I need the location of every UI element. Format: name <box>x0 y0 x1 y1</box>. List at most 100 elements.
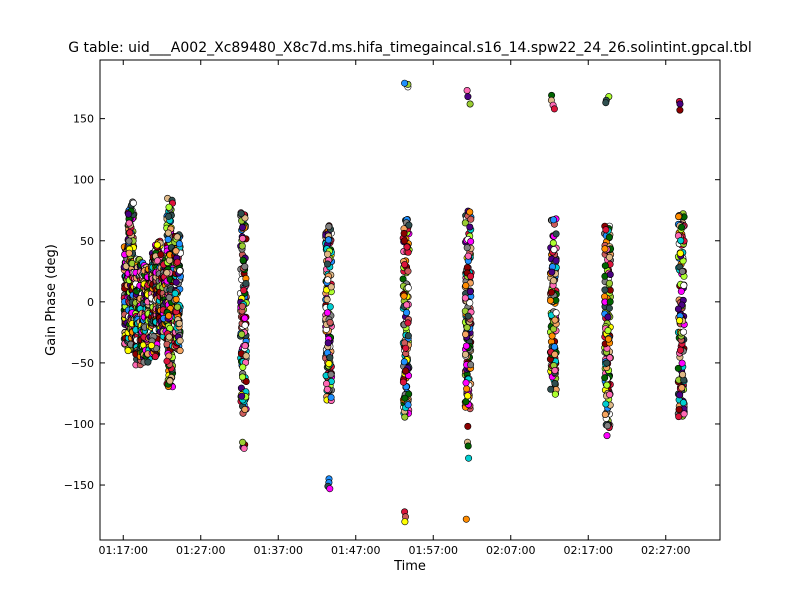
data-point <box>164 236 172 244</box>
data-point <box>125 210 133 218</box>
data-point <box>464 422 472 430</box>
data-point <box>551 350 559 358</box>
data-point <box>603 422 611 430</box>
data-point <box>676 346 684 354</box>
data-point <box>552 257 560 265</box>
data-point <box>323 309 331 317</box>
data-point <box>676 391 684 399</box>
y-tick-label: −100 <box>64 418 94 431</box>
data-point <box>548 268 556 276</box>
data-point <box>238 392 246 400</box>
data-point <box>464 252 472 260</box>
data-point <box>172 295 180 303</box>
data-point <box>326 318 334 326</box>
data-point <box>403 309 411 317</box>
data-point <box>404 401 412 409</box>
data-point <box>461 219 469 227</box>
data-point <box>605 279 613 287</box>
y-tick-label: 150 <box>73 113 94 126</box>
data-point <box>546 297 554 305</box>
data-point <box>238 330 246 338</box>
data-point <box>240 286 248 294</box>
data-point <box>549 239 557 247</box>
data-point <box>678 384 686 392</box>
data-point <box>550 105 558 113</box>
data-point <box>405 221 413 229</box>
data-point <box>239 235 247 243</box>
data-point <box>675 213 683 221</box>
data-point <box>679 371 687 379</box>
data-point <box>404 332 412 340</box>
data-point <box>323 295 331 303</box>
data-point <box>551 316 559 324</box>
x-tick-label: 01:37:00 <box>254 544 303 557</box>
data-point <box>603 359 611 367</box>
data-point <box>172 278 180 286</box>
data-point <box>125 219 133 227</box>
data-point <box>165 203 173 211</box>
data-point <box>165 333 173 341</box>
data-point <box>551 379 559 387</box>
data-point <box>550 343 558 351</box>
data-point <box>465 454 473 462</box>
data-point <box>173 233 181 241</box>
data-point <box>240 444 248 452</box>
data-point <box>242 279 250 287</box>
data-point <box>148 341 156 349</box>
data-point <box>606 298 614 306</box>
data-point <box>467 361 475 369</box>
data-point <box>327 283 335 291</box>
data-point <box>401 518 409 526</box>
data-point <box>165 293 173 301</box>
data-point <box>176 267 184 275</box>
data-point <box>604 335 612 343</box>
data-point <box>462 379 470 387</box>
data-point <box>242 377 250 385</box>
data-point <box>551 390 559 398</box>
plot-frame <box>99 59 721 541</box>
data-point <box>463 87 471 95</box>
data-point <box>241 263 249 271</box>
data-point <box>606 354 614 362</box>
x-tick-label: 01:47:00 <box>331 544 380 557</box>
x-axis-label: Time <box>393 559 426 574</box>
data-point <box>401 261 409 269</box>
data-point <box>603 381 611 389</box>
data-point <box>550 277 558 285</box>
data-point <box>674 305 682 313</box>
data-point <box>326 485 334 493</box>
data-point <box>677 287 685 295</box>
data-point <box>466 288 474 296</box>
data-point <box>171 289 179 297</box>
data-point <box>324 276 332 284</box>
data-point <box>125 237 133 245</box>
data-point <box>463 385 471 393</box>
data-point <box>241 321 249 329</box>
data-point <box>173 258 181 266</box>
data-point <box>601 245 609 253</box>
x-tick-label: 02:27:00 <box>641 544 690 557</box>
data-point <box>674 364 682 372</box>
data-point <box>163 269 171 277</box>
data-point <box>325 223 333 231</box>
data-point <box>550 246 558 254</box>
data-point <box>241 214 249 222</box>
data-point <box>403 301 411 309</box>
data-point <box>157 251 165 259</box>
data-point <box>601 374 609 382</box>
data-point <box>241 342 249 350</box>
x-tick-label: 01:27:00 <box>176 544 225 557</box>
data-point <box>175 240 183 248</box>
data-point <box>679 328 687 336</box>
data-point <box>239 256 247 264</box>
data-point <box>176 347 184 355</box>
data-point <box>165 312 173 320</box>
data-point <box>603 432 611 440</box>
data-point <box>606 270 614 278</box>
data-point <box>602 99 610 107</box>
data-point <box>601 286 609 294</box>
data-point <box>604 313 612 321</box>
data-point <box>175 319 183 327</box>
data-point <box>467 272 475 280</box>
data-point <box>326 303 334 311</box>
